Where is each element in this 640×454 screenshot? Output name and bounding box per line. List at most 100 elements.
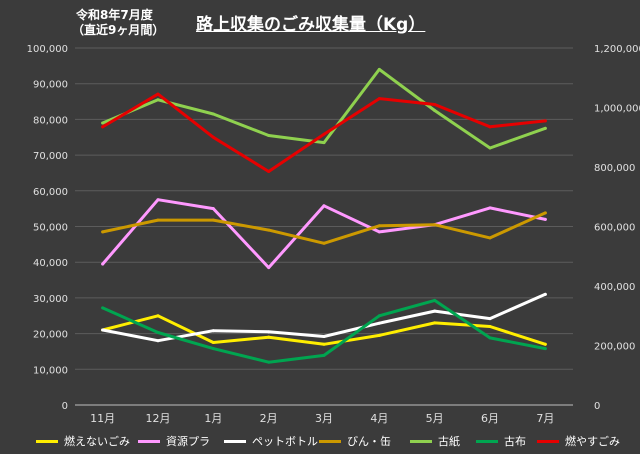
data-point [101,125,105,129]
data-point [433,309,437,313]
data-point [543,211,547,215]
legend-label: 燃やすごみ [565,435,620,448]
y-right-tick-label: 200,000 [594,342,635,353]
legend-swatch [476,439,498,443]
data-point [377,321,381,325]
data-point [322,141,326,145]
legend-item: びん・缶 [319,432,391,450]
x-tick-label: 6月 [481,412,499,425]
data-point [156,198,160,202]
data-point [433,108,437,112]
data-point [543,126,547,130]
legend-swatch [224,439,246,443]
legend-label: 燃えないごみ [64,435,130,448]
data-point [488,236,492,240]
chart-subtitle-period: 令和8年7月度 [76,8,153,22]
data-point [267,169,271,173]
legend-label: ペットボトル [252,435,318,448]
y-left-tick-label: 100,000 [27,44,68,55]
data-point [543,342,547,346]
series-line-5 [101,67,547,150]
y-left-tick-label: 90,000 [33,80,68,91]
data-point [488,125,492,129]
data-point [433,298,437,302]
data-point [101,230,105,234]
data-point [211,135,215,139]
series-line-6 [101,298,547,364]
data-point [322,342,326,346]
data-point [433,321,437,325]
x-tick-label: 11月 [90,412,115,425]
data-point [267,330,271,334]
series-line-2 [101,198,547,270]
data-point [322,132,326,136]
y-right-tick-label: 800,000 [594,163,635,174]
y-left-tick-label: 80,000 [33,115,68,126]
data-point [488,317,492,321]
data-point [156,218,160,222]
legend-swatch [319,439,341,443]
y-left-tick-label: 20,000 [33,330,68,341]
data-point [211,112,215,116]
data-point [101,328,105,332]
data-point [322,334,326,338]
data-point [377,224,381,228]
legend-label: 古紙 [438,435,460,448]
y-right-tick-label: 400,000 [594,282,635,293]
data-point [211,341,215,345]
data-point [488,336,492,340]
y-right-tick-label: 600,000 [594,223,635,234]
data-point [488,206,492,210]
x-tick-label: 3月 [315,412,333,425]
data-point [101,306,105,310]
data-point [211,347,215,351]
series-line-4 [101,211,547,245]
x-tick-label: 12月 [146,412,171,425]
y-left-tick-label: 0 [62,401,68,412]
data-point [377,230,381,234]
data-point [211,329,215,333]
legend-swatch [537,439,559,443]
chart-subtitle-range: （直近9ヶ月間） [72,23,165,37]
y-left-tick-label: 50,000 [33,223,68,234]
data-point [377,314,381,318]
data-point [543,292,547,296]
data-point [488,146,492,150]
legend-label: びん・缶 [347,435,391,448]
data-point [156,331,160,335]
data-point [267,360,271,364]
y-right-tick-label: 1,200,000 [594,44,640,55]
legend-label: 資源プラ [166,435,210,448]
y-left-tick-label: 40,000 [33,258,68,269]
data-point [156,98,160,102]
data-point [156,339,160,343]
x-tick-label: 4月 [370,412,388,425]
data-point [101,121,105,125]
legend-item: 燃やすごみ [537,432,620,450]
data-point [322,204,326,208]
legend-label: 古布 [504,435,526,448]
y-left-tick-label: 30,000 [33,294,68,305]
legend-swatch [138,439,160,443]
y-right-tick-label: 1,000,000 [594,104,640,115]
y-left-tick-label: 60,000 [33,187,68,198]
data-point [488,324,492,328]
x-tick-label: 7月 [536,412,554,425]
legend-item: 資源プラ [138,432,210,450]
data-point [267,228,271,232]
data-point [267,266,271,270]
data-point [322,353,326,357]
data-point [211,218,215,222]
data-point [267,133,271,137]
data-point [156,314,160,318]
legend-item: 古紙 [410,432,460,450]
data-point [156,92,160,96]
legend-item: 燃えないごみ [36,432,130,450]
data-point [377,333,381,337]
legend-item: 古布 [476,432,526,450]
legend-swatch [410,439,432,443]
data-point [377,67,381,71]
data-point [543,347,547,351]
data-point [543,217,547,221]
